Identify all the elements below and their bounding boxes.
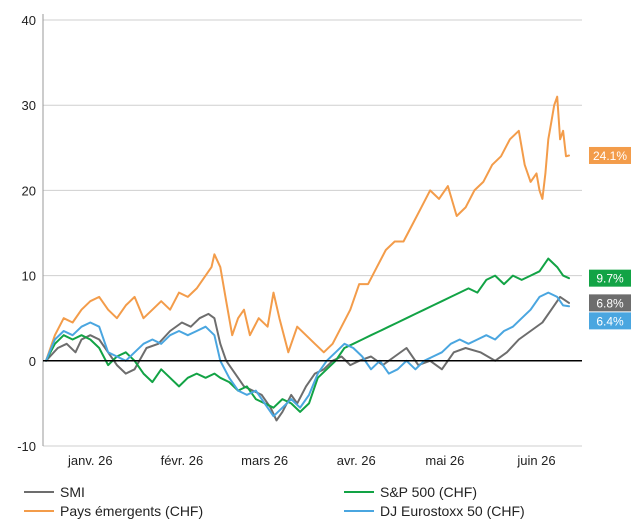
y-axis: -10 0 10 20 30 40	[17, 13, 44, 454]
x-tick-label: juin 26	[516, 453, 555, 468]
end-label-dj-eurostoxx-50-chf: 6.4%	[589, 312, 631, 330]
end-label-box	[589, 269, 631, 287]
legend-label: Pays émergents (CHF)	[60, 503, 204, 519]
end-label-value: 6.8%	[596, 296, 624, 310]
end-label-box	[589, 146, 631, 164]
x-tick-label: mars 26	[241, 453, 288, 468]
series-line-dj-eurostoxx-50-chf	[45, 291, 570, 418]
line-chart: -10 0 10 20 30 40 janv. 26 févr. 26 mars 26 avr.…	[17, 13, 631, 468]
end-labels: 24.1% 9.7% 6.8% 6.4%	[589, 146, 631, 330]
legend-swatch-smi	[24, 491, 54, 493]
legend-label: S&P 500 (CHF)	[380, 484, 477, 500]
legend-label: DJ Eurostoxx 50 (CHF)	[380, 503, 525, 519]
legend: SMI S&P 500 (CHF) Pays émergents (CHF) D…	[0, 480, 640, 520]
end-label-pays-mergents-chf: 24.1%	[589, 146, 631, 164]
series-lines	[43, 95, 582, 422]
legend-swatch-sp500	[344, 491, 374, 493]
end-label-value: 24.1%	[593, 149, 627, 163]
y-tick-label: 10	[22, 269, 36, 284]
y-tick-label: 20	[22, 183, 36, 198]
y-tick-label: 0	[29, 354, 36, 369]
legend-label: SMI	[60, 484, 85, 500]
y-tick-label: -10	[17, 439, 36, 454]
grid-lines	[43, 19, 582, 447]
legend-swatch-emerging	[24, 510, 54, 512]
x-tick-label: févr. 26	[161, 453, 204, 468]
end-label-value: 9.7%	[596, 272, 624, 286]
x-axis: janv. 26 févr. 26 mars 26 avr. 26 mai 26 juin…	[67, 453, 556, 468]
end-label-box	[589, 294, 631, 312]
x-tick-label: janv. 26	[67, 453, 113, 468]
series-line-pays-mergents-chf	[45, 95, 570, 362]
legend-item-smi: SMI	[24, 483, 85, 501]
series-line-s-p-500-chf	[45, 257, 570, 413]
end-label-value: 6.4%	[596, 314, 624, 328]
y-tick-label: 40	[22, 13, 36, 28]
y-tick-label: 30	[22, 98, 36, 113]
end-label-smi: 6.8%	[589, 294, 631, 312]
x-tick-label: avr. 26	[337, 453, 376, 468]
legend-item-sp500: S&P 500 (CHF)	[344, 483, 477, 501]
legend-swatch-eurostoxx	[344, 510, 374, 512]
series-line-smi	[45, 295, 570, 422]
legend-item-emerging: Pays émergents (CHF)	[24, 502, 203, 520]
legend-item-eurostoxx: DJ Eurostoxx 50 (CHF)	[344, 502, 525, 520]
end-label-box	[589, 312, 631, 330]
end-label-s-p-500-chf: 9.7%	[589, 269, 631, 287]
x-tick-label: mai 26	[425, 453, 464, 468]
